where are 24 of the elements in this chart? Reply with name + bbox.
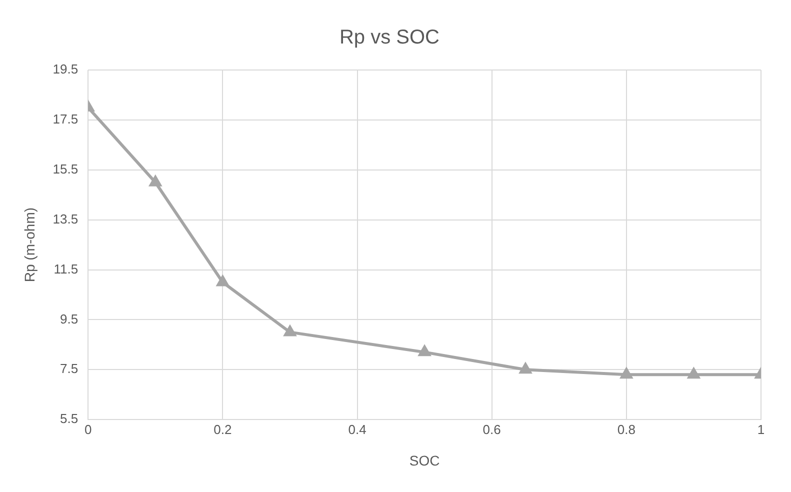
y-axis-title: Rp (m-ohm) (21, 207, 38, 282)
point (216, 276, 229, 286)
x-tick-label: 0.2 (214, 422, 232, 437)
chart-title: Rp vs SOC (339, 26, 440, 49)
y-tick-label: 19.5 (52, 62, 78, 77)
y-tick-label: 5.5 (60, 411, 78, 426)
x-tick-label: 1 (757, 422, 765, 437)
y-tick-label: 13.5 (52, 211, 78, 226)
y-tick-label: 9.5 (60, 311, 78, 326)
x-tick-label: 0 (84, 422, 92, 437)
point (150, 176, 162, 186)
x-axis-title: SOC (409, 452, 440, 468)
x-tick-label: 0.6 (482, 422, 501, 437)
x-tick-label: 0.4 (348, 422, 366, 437)
x-tick-label: 0.8 (617, 422, 636, 437)
point (418, 346, 430, 356)
point (520, 363, 532, 374)
point (620, 368, 632, 379)
y-tick-label: 15.5 (52, 161, 78, 176)
point (688, 368, 700, 379)
y-tick-label: 7.5 (60, 361, 78, 376)
y-tick-label: 17.5 (52, 112, 78, 127)
point (284, 326, 296, 336)
y-tick-label: 11.5 (54, 261, 78, 276)
